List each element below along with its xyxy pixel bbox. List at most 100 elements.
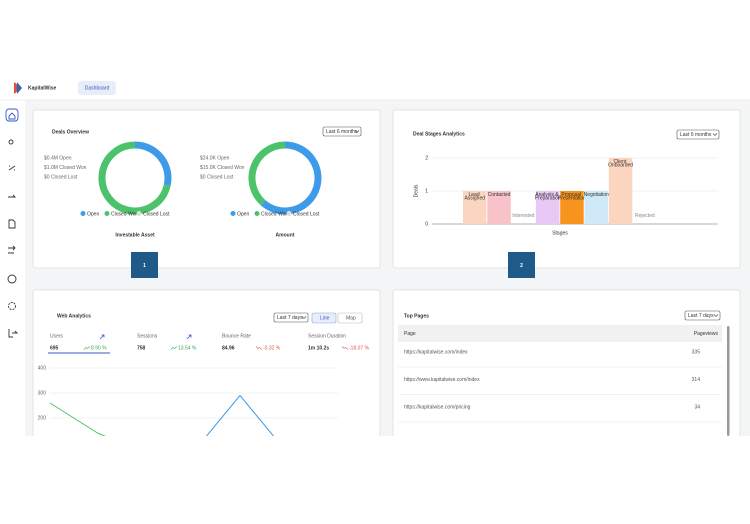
card-title: Deal Stages Analytics — [413, 131, 465, 137]
donut-segment — [248, 141, 286, 206]
y-tick-label: 0 — [425, 221, 428, 227]
metric-label: Sessions — [137, 333, 158, 339]
metric-change: 8.90 % — [91, 345, 107, 351]
bar — [584, 191, 608, 224]
nav-icon[interactable] — [8, 194, 17, 198]
y-tick-label: 200 — [38, 415, 47, 421]
trend-arrow — [170, 346, 178, 350]
chart-label: Amount — [276, 232, 295, 238]
bar-label: Rejected — [635, 213, 655, 219]
tab-label[interactable]: Dashboard — [85, 85, 110, 91]
dropdown[interactable] — [676, 129, 720, 140]
bar — [608, 158, 633, 224]
donut-segment — [134, 141, 172, 187]
donut-segment — [98, 141, 171, 215]
nav-icon[interactable] — [8, 112, 16, 120]
page-url: https://kapitalwise.com/index — [404, 349, 468, 355]
metric-change: -0.32 % — [263, 345, 281, 351]
summary-line: $1.0M Closed Won — [44, 165, 87, 171]
card-title: Web Analytics — [57, 313, 91, 319]
sidebar — [5, 108, 19, 338]
nav-icon[interactable] — [8, 165, 16, 171]
dropdown-label: Last 6 months — [680, 132, 712, 138]
nav-icon[interactable] — [8, 245, 16, 254]
legend-label: Open — [87, 211, 99, 217]
legend-label: Closed Lost — [293, 211, 320, 217]
legend-dot — [230, 211, 236, 216]
metric-label: Users — [50, 333, 64, 339]
metric-value: 1m 10.2s — [308, 345, 329, 351]
pageviews: 34 — [694, 404, 700, 410]
legend-label: Open — [237, 211, 249, 217]
legend-dot — [254, 211, 260, 216]
brand: KapitalWise — [28, 85, 57, 91]
dropdown[interactable] — [684, 310, 721, 321]
metric-value: 758 — [137, 345, 146, 351]
legend-dot — [286, 211, 292, 216]
bar — [560, 191, 584, 224]
scrollbar[interactable] — [727, 326, 730, 436]
nav-icon[interactable] — [7, 274, 17, 284]
column-header: Pageviews — [694, 331, 719, 337]
x-axis-label: Stages — [552, 230, 568, 236]
dropdown-caret — [712, 133, 718, 136]
legend-dot — [80, 211, 86, 216]
dropdown[interactable] — [322, 126, 362, 137]
page-url: https://kapitalwise.com/pricing — [404, 404, 471, 410]
donut-segment — [260, 141, 322, 215]
column-header: Page — [404, 331, 416, 337]
dropdown-caret — [713, 314, 719, 317]
trend-arrow — [83, 346, 91, 350]
summary-line: $15.0K Closed Won — [200, 165, 245, 171]
dropdown-caret — [301, 316, 307, 319]
table-header-bg — [398, 325, 722, 342]
legend-label: Closed Won — [261, 211, 288, 217]
metric-label: Session Duration — [308, 333, 346, 339]
page-url: https://www.kapitalwise.com/index — [404, 377, 480, 383]
line-series — [49, 402, 106, 436]
view-button[interactable] — [311, 312, 337, 324]
metric-link-icon — [99, 334, 105, 340]
metric-value: 84.96 — [222, 345, 235, 351]
bar — [535, 191, 560, 224]
y-axis-label: Deals — [413, 184, 419, 197]
card-title: Top Pages — [404, 313, 429, 319]
pageviews: 335 — [692, 349, 701, 355]
legend-dot — [104, 211, 110, 216]
bar-label: Lead Assigned — [464, 192, 485, 202]
dropdown-label: Last 7 days — [688, 313, 714, 319]
nav-icon[interactable] — [8, 329, 19, 338]
chart-label: Investable Asset — [115, 232, 155, 238]
legend-label: Closed Lost — [143, 211, 170, 217]
metric-link-icon — [186, 334, 192, 340]
dropdown-caret — [354, 130, 360, 133]
nav-icon[interactable] — [8, 139, 14, 145]
badge-label: 1 — [143, 263, 146, 269]
metric-change: 13.54 % — [178, 345, 197, 351]
summary-line: $0.4M Open — [44, 155, 72, 161]
nav-icon[interactable] — [8, 302, 16, 310]
y-tick-label: 400 — [38, 365, 47, 371]
legend-label: Closed Won — [111, 211, 138, 217]
badge-label: 2 — [520, 263, 523, 269]
view-button[interactable] — [337, 312, 363, 324]
summary-line: $24.0K Open — [200, 155, 230, 161]
dropdown[interactable] — [273, 312, 309, 323]
bar — [463, 191, 487, 224]
summary-line: $0 Closed Lost — [44, 174, 78, 180]
nav-icon[interactable] — [8, 219, 16, 229]
trend-arrow — [255, 346, 263, 350]
badge — [508, 252, 535, 278]
nav-home[interactable] — [5, 108, 19, 122]
content: Deals Overview Last 6 months $0.4M Open $1.… — [38, 126, 730, 436]
tab[interactable] — [78, 81, 116, 95]
bar-label: Analysis & Preparation — [535, 192, 561, 202]
summary-line: $0 Closed Lost — [200, 174, 234, 180]
legend-dot — [136, 211, 142, 216]
y-tick-label: 2 — [425, 155, 428, 161]
view-label: Map — [346, 316, 356, 322]
plot-area — [49, 395, 275, 436]
logo — [17, 82, 22, 94]
y-tick-label: 300 — [38, 390, 47, 396]
